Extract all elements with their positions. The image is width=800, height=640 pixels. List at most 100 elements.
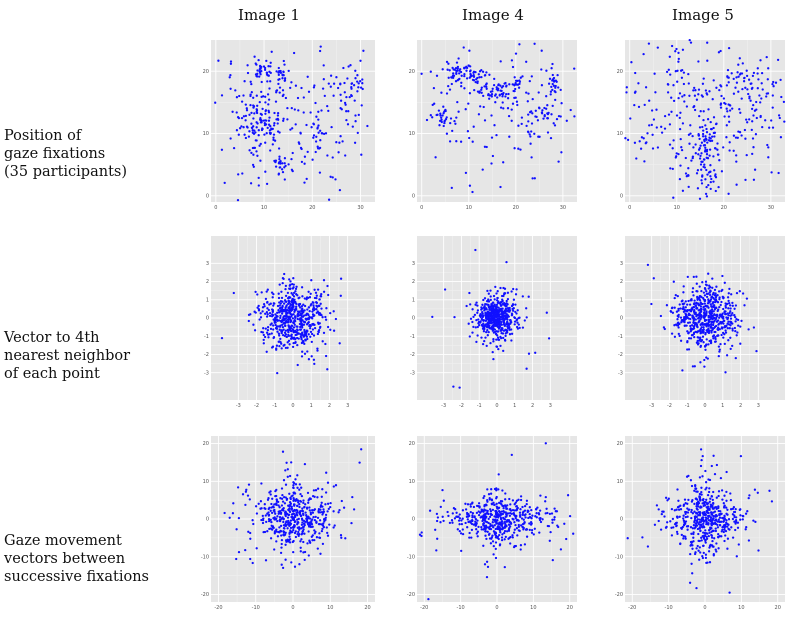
y-tick-label: 1 [412,297,415,303]
scatter-point [505,313,508,316]
scatter-point [498,523,501,526]
scatter-point [515,312,518,315]
scatter-point [273,508,276,512]
scatter-point [653,523,657,526]
scatter-point [286,346,289,349]
scatter-point [284,522,287,526]
scatter-point [323,94,326,98]
scatter-point [713,288,717,292]
scatter-point [319,552,322,555]
scatter-point [292,526,295,529]
scatter-point [507,310,510,313]
x-tick-label: 3 [549,403,552,409]
scatter-point [491,304,494,308]
scatter-point [311,511,315,514]
scatter-point [297,303,300,306]
scatter-point [698,157,702,160]
scatter-point [551,73,554,77]
scatter-point [290,461,293,464]
column-title-image-5: Image 5 [672,6,734,24]
scatter-point [350,82,353,85]
scatter-point [253,112,256,115]
scatter-point [513,96,516,100]
scatter-point [272,124,276,127]
scatter-point [472,315,475,319]
scatter-point [708,133,711,136]
scatter-point [480,69,483,72]
scatter-point [497,327,501,330]
scatter-point [468,49,471,52]
scatter-point [687,133,691,136]
scatter-point [706,292,710,295]
scatter-point [307,501,310,504]
scatter-point [454,122,457,125]
scatter-point [540,111,544,114]
scatter-point [272,136,275,139]
scatter-point [501,327,504,330]
scatter-point [720,530,723,533]
scatter-point [711,293,715,296]
scatter-point [718,520,721,524]
scatter-point [750,82,753,85]
scatter-point [466,503,470,506]
scatter-point [235,528,238,531]
scatter-point [264,559,268,562]
scatter-point [495,489,498,492]
scatter-point [717,185,720,189]
scatter-point [295,305,298,308]
scatter-point [479,105,482,108]
scatter-point [309,330,313,334]
scatter-point [673,335,677,338]
scatter-point [353,99,356,102]
scatter-point [269,323,272,326]
scatter-point [278,531,281,534]
scatter-point [478,76,481,79]
scatter-point [271,310,275,313]
scatter-point [282,119,285,122]
scatter-point [276,535,280,538]
scatter-point [710,536,714,539]
scatter-point [680,76,684,79]
scatter-point [765,55,768,59]
scatter-point [727,339,730,342]
scatter-point [503,531,506,535]
scatter-point [511,499,515,502]
scatter-point [695,307,698,310]
scatter-point [283,299,287,302]
scatter-point [761,125,764,129]
y-tick-label: -2 [410,352,415,358]
scatter-point [723,515,726,519]
scatter-point [734,522,737,525]
scatter-point [294,287,298,291]
scatter-point [706,173,709,176]
scatter-point [721,312,724,315]
scatter-point [326,531,329,535]
scatter-point [282,317,285,321]
scatter-point [500,331,503,335]
scatter-point [675,521,678,524]
scatter-point [726,547,729,550]
scatter-point [504,334,507,338]
scatter-point [316,347,319,350]
scatter-point [488,73,491,76]
scatter-point [277,340,280,343]
scatter-point [497,501,501,505]
scatter-point [504,95,507,98]
scatter-point [711,517,715,521]
scatter-point [771,126,775,129]
y-tick-label: -20 [201,592,209,598]
scatter-point [702,305,705,309]
scatter-point [290,157,293,161]
scatter-point [480,75,483,79]
scatter-point [500,503,503,506]
scatter-point [459,140,463,143]
scatter-point [528,512,531,516]
scatter-point [702,544,705,547]
scatter-point [441,68,444,71]
scatter-point [660,131,664,134]
scatter-point [670,534,674,537]
scatter-point [679,307,682,310]
scatter-point [684,300,687,303]
scatter-point [728,141,731,144]
scatter-point [267,103,270,106]
